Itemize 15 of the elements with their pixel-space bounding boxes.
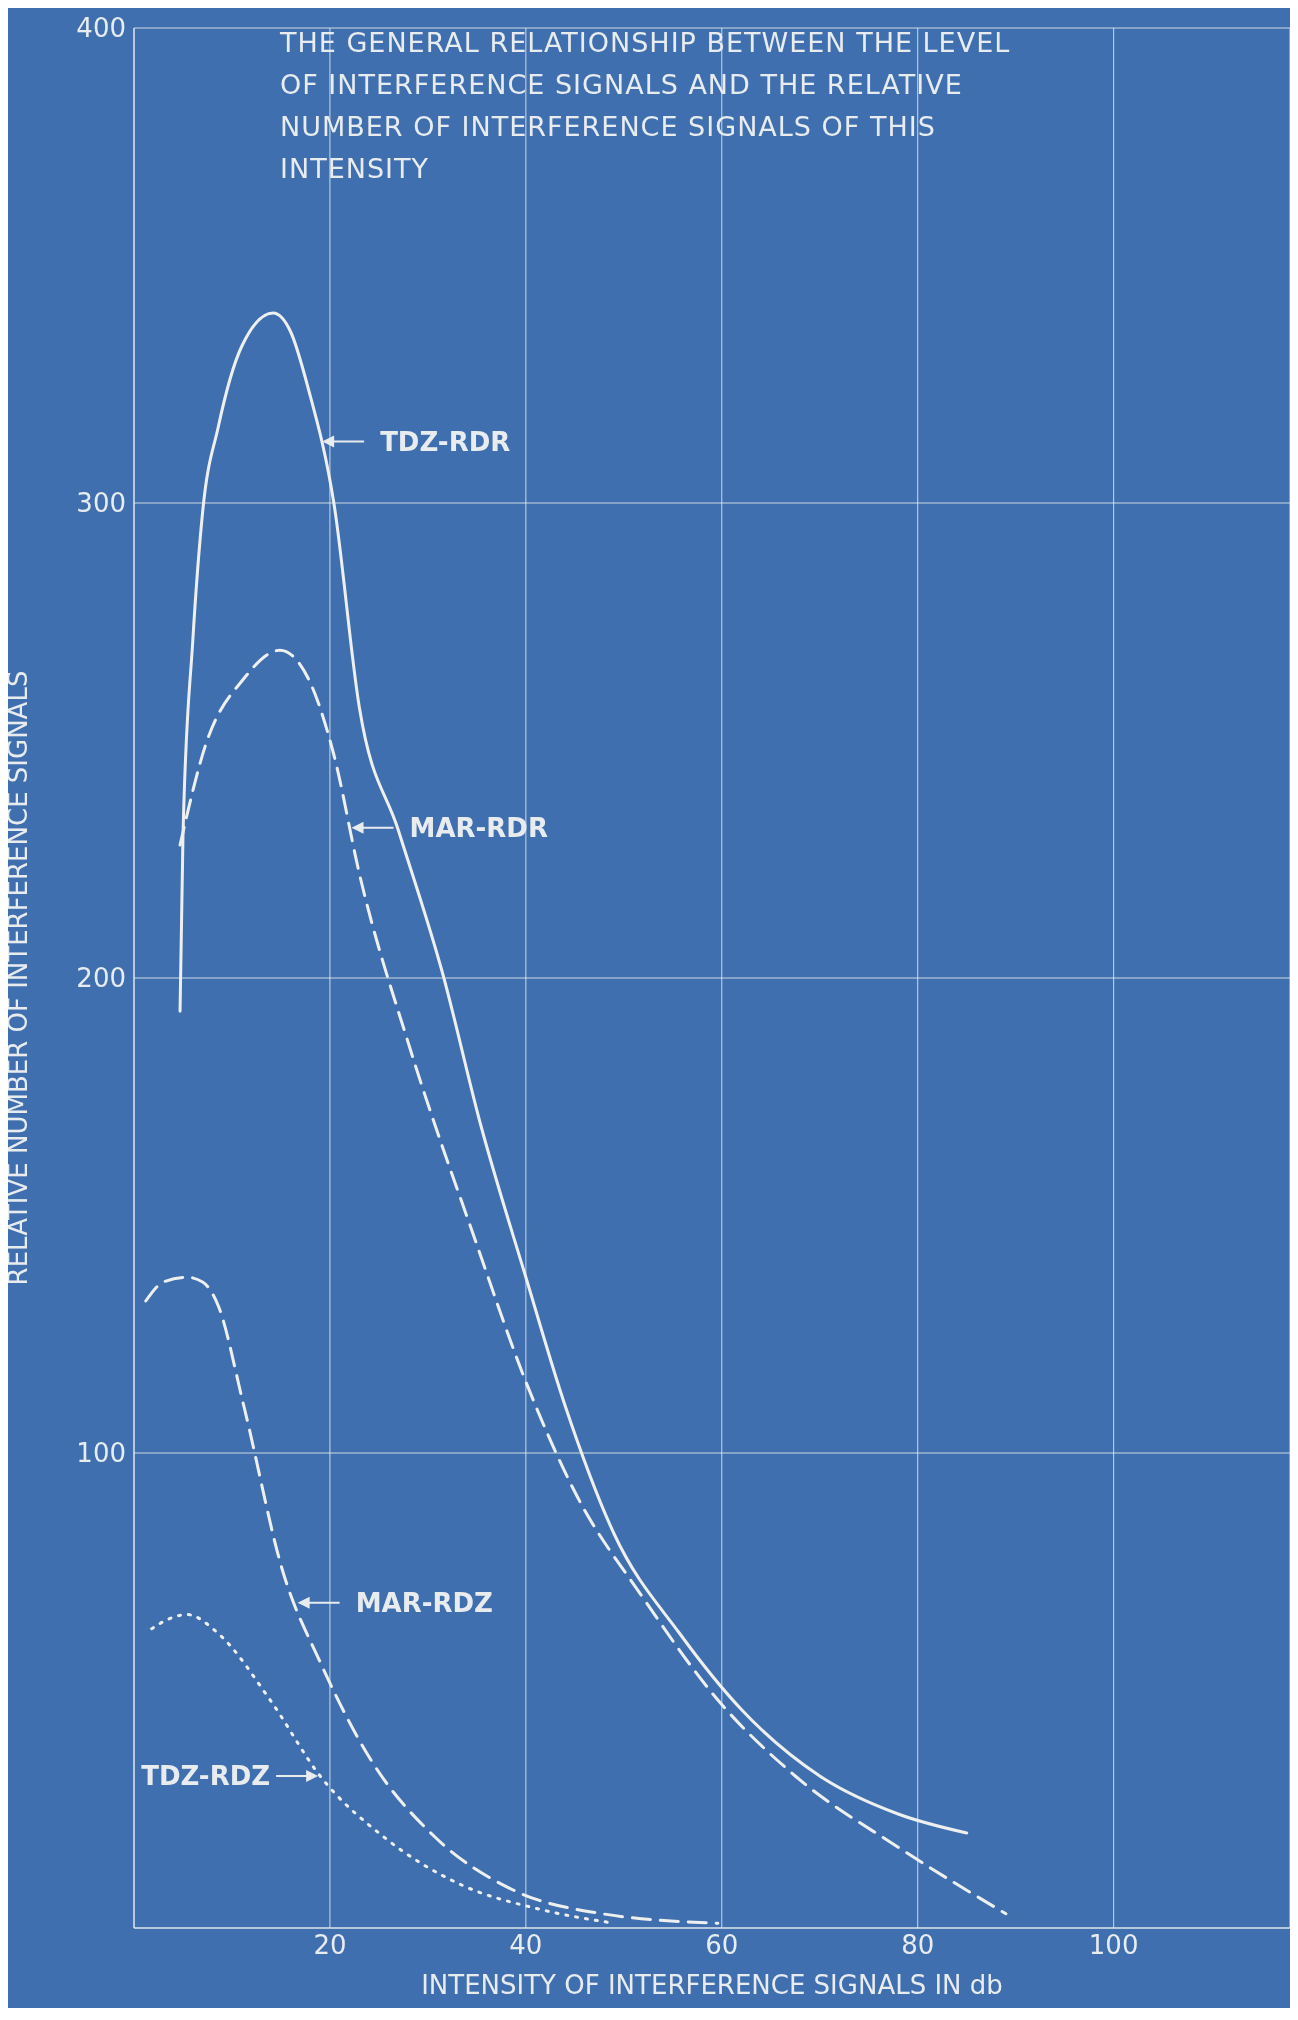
x-tick-label: 60 — [705, 1930, 739, 1961]
x-axis-title: INTENSITY OF INTERFERENCE SIGNALS IN db — [421, 1970, 1003, 2000]
legend-label: MAR-RDZ — [355, 1587, 493, 1618]
legend-label: TDZ-RDR — [380, 426, 511, 457]
x-tick-label: 100 — [1088, 1930, 1139, 1961]
legend-label: MAR-RDR — [409, 812, 548, 843]
y-tick-label: 200 — [76, 963, 126, 994]
series-label: TDZ-RDZ — [141, 1761, 271, 1792]
y-tick-label: 400 — [76, 13, 126, 44]
x-tick-label: 20 — [313, 1930, 347, 1961]
y-tick-label: 100 — [76, 1438, 126, 1469]
y-axis-title: RELATIVE NUMBER OF INTERFERENCE SIGNALS — [3, 670, 34, 1286]
x-tick-label: 80 — [901, 1930, 935, 1961]
x-tick-label: 40 — [509, 1930, 543, 1961]
y-tick-label: 300 — [76, 488, 126, 519]
